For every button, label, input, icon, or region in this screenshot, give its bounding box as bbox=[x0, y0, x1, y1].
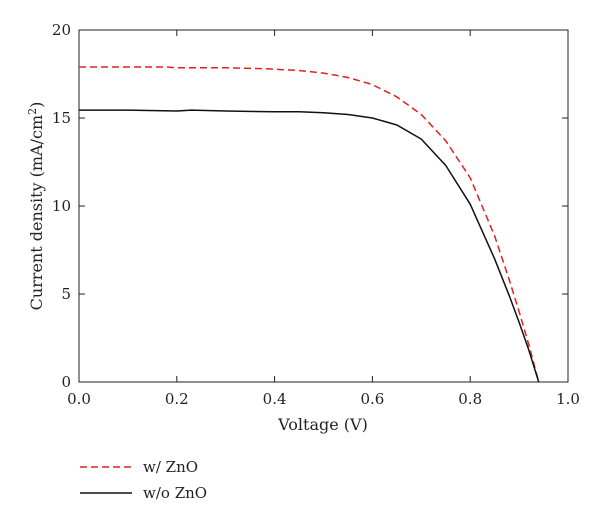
y-axis-label-superscript: 2 bbox=[26, 108, 39, 115]
y-axis-label-close: ) bbox=[27, 102, 46, 108]
x-tick-label: 0.8 bbox=[458, 390, 482, 408]
x-tick-label: 0.2 bbox=[165, 390, 189, 408]
y-tick-label: 15 bbox=[52, 109, 71, 127]
y-axis-label: Current density (mA/cm2) bbox=[26, 102, 46, 311]
series-line-w-o-zno bbox=[79, 109, 540, 383]
legend-label-wo-zno: w/o ZnO bbox=[143, 484, 207, 502]
plot-frame bbox=[78, 29, 569, 383]
legend-label-w-zno: w/ ZnO bbox=[143, 458, 198, 476]
series-line-w-zno bbox=[79, 66, 540, 383]
y-tick-label: 5 bbox=[61, 285, 71, 303]
legend: w/ ZnO w/o ZnO bbox=[80, 458, 207, 502]
x-axis-label: Voltage (V) bbox=[277, 415, 368, 434]
x-tick-label: 0.6 bbox=[360, 390, 384, 408]
y-tick-label: 10 bbox=[52, 197, 71, 215]
x-tick-label: 0.4 bbox=[263, 390, 287, 408]
y-tick-label: 20 bbox=[52, 21, 71, 39]
x-tick-label: 0.0 bbox=[67, 390, 91, 408]
y-tick-label: 0 bbox=[61, 373, 71, 391]
x-tick-label: 1.0 bbox=[556, 390, 580, 408]
